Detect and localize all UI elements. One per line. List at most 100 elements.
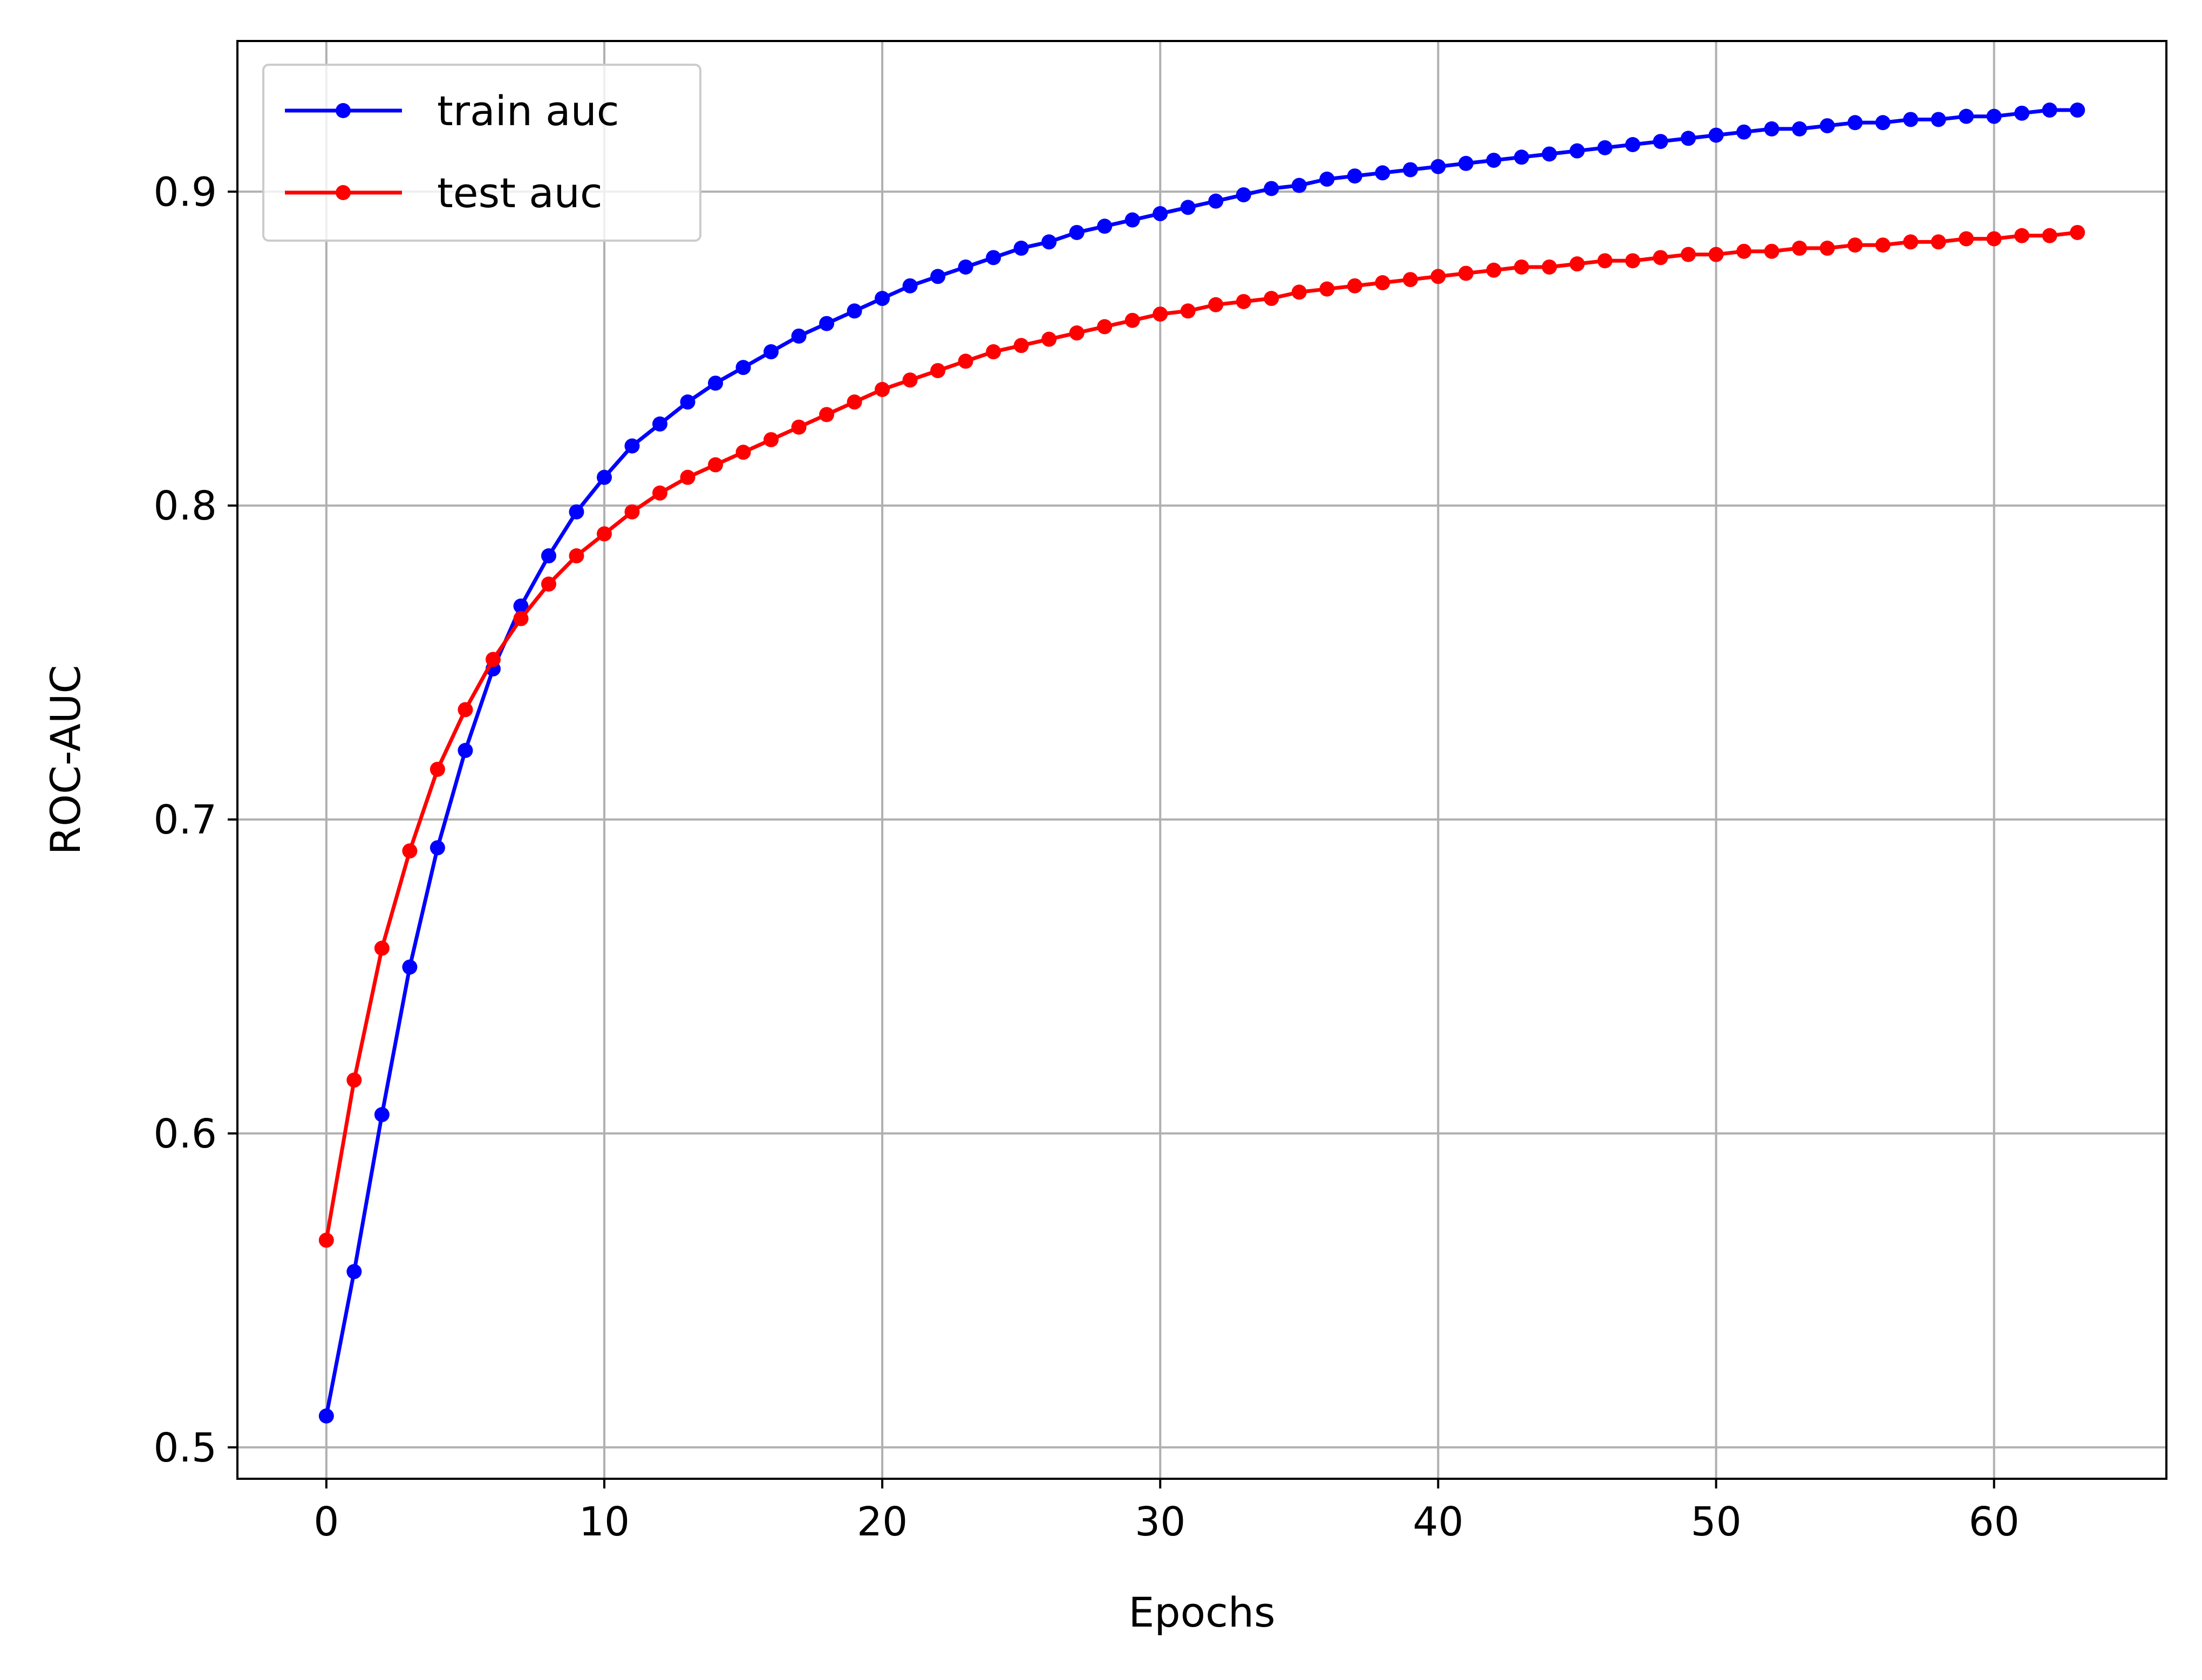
data-point-train-auc-35 bbox=[1291, 177, 1307, 193]
data-point-train-auc-31 bbox=[1180, 200, 1196, 215]
y-axis-title: ROC-AUC bbox=[42, 665, 90, 855]
data-point-train-auc-15 bbox=[735, 360, 751, 375]
data-point-train-auc-34 bbox=[1264, 181, 1279, 196]
data-point-test-auc-58 bbox=[1931, 234, 1946, 250]
series-test-auc bbox=[318, 224, 2085, 1248]
data-point-test-auc-13 bbox=[680, 469, 696, 485]
data-point-test-auc-63 bbox=[2070, 224, 2085, 240]
data-point-test-auc-39 bbox=[1402, 272, 1418, 288]
data-point-test-auc-7 bbox=[513, 611, 529, 626]
data-point-train-auc-17 bbox=[791, 328, 807, 344]
data-point-test-auc-42 bbox=[1486, 262, 1502, 278]
data-point-train-auc-30 bbox=[1153, 206, 1168, 222]
data-point-test-auc-4 bbox=[430, 761, 445, 777]
data-point-train-auc-56 bbox=[1875, 115, 1891, 131]
data-point-test-auc-37 bbox=[1347, 278, 1362, 293]
data-point-train-auc-8 bbox=[541, 548, 556, 564]
data-point-test-auc-35 bbox=[1291, 284, 1307, 300]
data-point-train-auc-51 bbox=[1736, 124, 1752, 140]
data-point-train-auc-20 bbox=[875, 291, 890, 306]
data-point-test-auc-59 bbox=[1959, 231, 1974, 247]
data-point-train-auc-33 bbox=[1236, 187, 1251, 203]
data-point-test-auc-55 bbox=[1848, 237, 1863, 253]
plot-series bbox=[318, 103, 2085, 1424]
data-point-test-auc-33 bbox=[1236, 293, 1251, 309]
data-point-test-auc-28 bbox=[1097, 319, 1113, 334]
data-point-train-auc-29 bbox=[1124, 212, 1140, 228]
legend-item-test-auc: test auc bbox=[285, 169, 603, 217]
data-point-test-auc-31 bbox=[1180, 303, 1196, 319]
data-point-test-auc-60 bbox=[1986, 231, 2002, 247]
data-point-train-auc-13 bbox=[680, 394, 696, 410]
data-point-train-auc-50 bbox=[1708, 127, 1724, 143]
data-point-train-auc-40 bbox=[1430, 159, 1446, 174]
data-point-test-auc-34 bbox=[1264, 291, 1279, 306]
data-point-train-auc-10 bbox=[596, 469, 612, 485]
data-point-test-auc-15 bbox=[735, 445, 751, 460]
data-point-train-auc-23 bbox=[958, 259, 973, 275]
data-point-test-auc-52 bbox=[1764, 243, 1780, 259]
data-point-test-auc-9 bbox=[569, 548, 584, 564]
data-point-test-auc-21 bbox=[902, 372, 918, 388]
data-point-train-auc-3 bbox=[402, 959, 418, 975]
data-point-train-auc-5 bbox=[458, 743, 473, 759]
x-tick-label-0: 0 bbox=[313, 1499, 339, 1545]
legend-label-train-auc: train auc bbox=[437, 87, 619, 135]
y-tick-label-0.7: 0.7 bbox=[153, 797, 217, 843]
data-point-test-auc-44 bbox=[1542, 259, 1557, 275]
series-line-train-auc bbox=[324, 108, 2078, 1417]
data-point-train-auc-53 bbox=[1792, 121, 1808, 136]
data-point-train-auc-60 bbox=[1986, 108, 2002, 124]
data-point-test-auc-12 bbox=[652, 485, 667, 501]
data-point-test-auc-45 bbox=[1569, 256, 1585, 272]
data-point-train-auc-48 bbox=[1653, 134, 1668, 149]
x-tick-label-20: 20 bbox=[857, 1499, 908, 1545]
data-point-train-auc-11 bbox=[624, 438, 640, 454]
data-point-train-auc-43 bbox=[1514, 149, 1529, 165]
data-point-train-auc-12 bbox=[652, 416, 667, 432]
data-point-test-auc-51 bbox=[1736, 243, 1752, 259]
data-point-train-auc-41 bbox=[1458, 155, 1474, 171]
data-point-train-auc-54 bbox=[1819, 118, 1835, 134]
data-point-train-auc-32 bbox=[1208, 193, 1224, 209]
data-point-train-auc-2 bbox=[374, 1107, 390, 1123]
x-tick-label-50: 50 bbox=[1690, 1499, 1741, 1545]
data-point-test-auc-29 bbox=[1124, 312, 1140, 328]
data-point-test-auc-25 bbox=[1013, 338, 1029, 353]
data-point-train-auc-14 bbox=[708, 375, 724, 391]
axis-ticks: 0 10 20 30 40 50 60 0.5 0.6 0.7 0.8 0.9 bbox=[153, 169, 2019, 1545]
data-point-test-auc-27 bbox=[1069, 325, 1085, 341]
data-point-train-auc-61 bbox=[2014, 105, 2030, 121]
data-point-train-auc-16 bbox=[763, 344, 779, 360]
data-point-test-auc-17 bbox=[791, 419, 807, 435]
data-point-train-auc-18 bbox=[819, 316, 835, 331]
data-point-train-auc-55 bbox=[1848, 115, 1863, 131]
data-point-test-auc-38 bbox=[1375, 275, 1390, 291]
data-point-train-auc-21 bbox=[902, 278, 918, 293]
legend: train auc test auc bbox=[262, 64, 701, 242]
data-point-train-auc-49 bbox=[1680, 131, 1696, 146]
data-point-train-auc-0 bbox=[318, 1408, 334, 1424]
data-point-test-auc-50 bbox=[1708, 247, 1724, 262]
x-tick-label-10: 10 bbox=[579, 1499, 630, 1545]
data-point-test-auc-11 bbox=[624, 504, 640, 520]
data-point-train-auc-19 bbox=[847, 303, 862, 319]
data-point-test-auc-22 bbox=[930, 363, 946, 378]
y-tick-label-0.5: 0.5 bbox=[153, 1425, 217, 1471]
series-train-auc bbox=[318, 103, 2085, 1424]
data-point-train-auc-37 bbox=[1347, 168, 1362, 184]
data-point-train-auc-52 bbox=[1764, 121, 1780, 136]
data-point-test-auc-0 bbox=[318, 1232, 334, 1248]
data-point-test-auc-18 bbox=[819, 407, 835, 422]
data-point-train-auc-46 bbox=[1597, 140, 1613, 155]
data-point-test-auc-2 bbox=[374, 940, 390, 956]
data-point-test-auc-57 bbox=[1903, 234, 1919, 250]
data-point-train-auc-28 bbox=[1097, 218, 1113, 234]
data-point-train-auc-58 bbox=[1931, 112, 1946, 127]
legend-item-train-auc: train auc bbox=[285, 87, 619, 135]
data-point-train-auc-22 bbox=[930, 269, 946, 284]
data-point-test-auc-20 bbox=[875, 381, 890, 397]
data-point-test-auc-32 bbox=[1208, 297, 1224, 312]
data-point-train-auc-7 bbox=[513, 598, 529, 614]
